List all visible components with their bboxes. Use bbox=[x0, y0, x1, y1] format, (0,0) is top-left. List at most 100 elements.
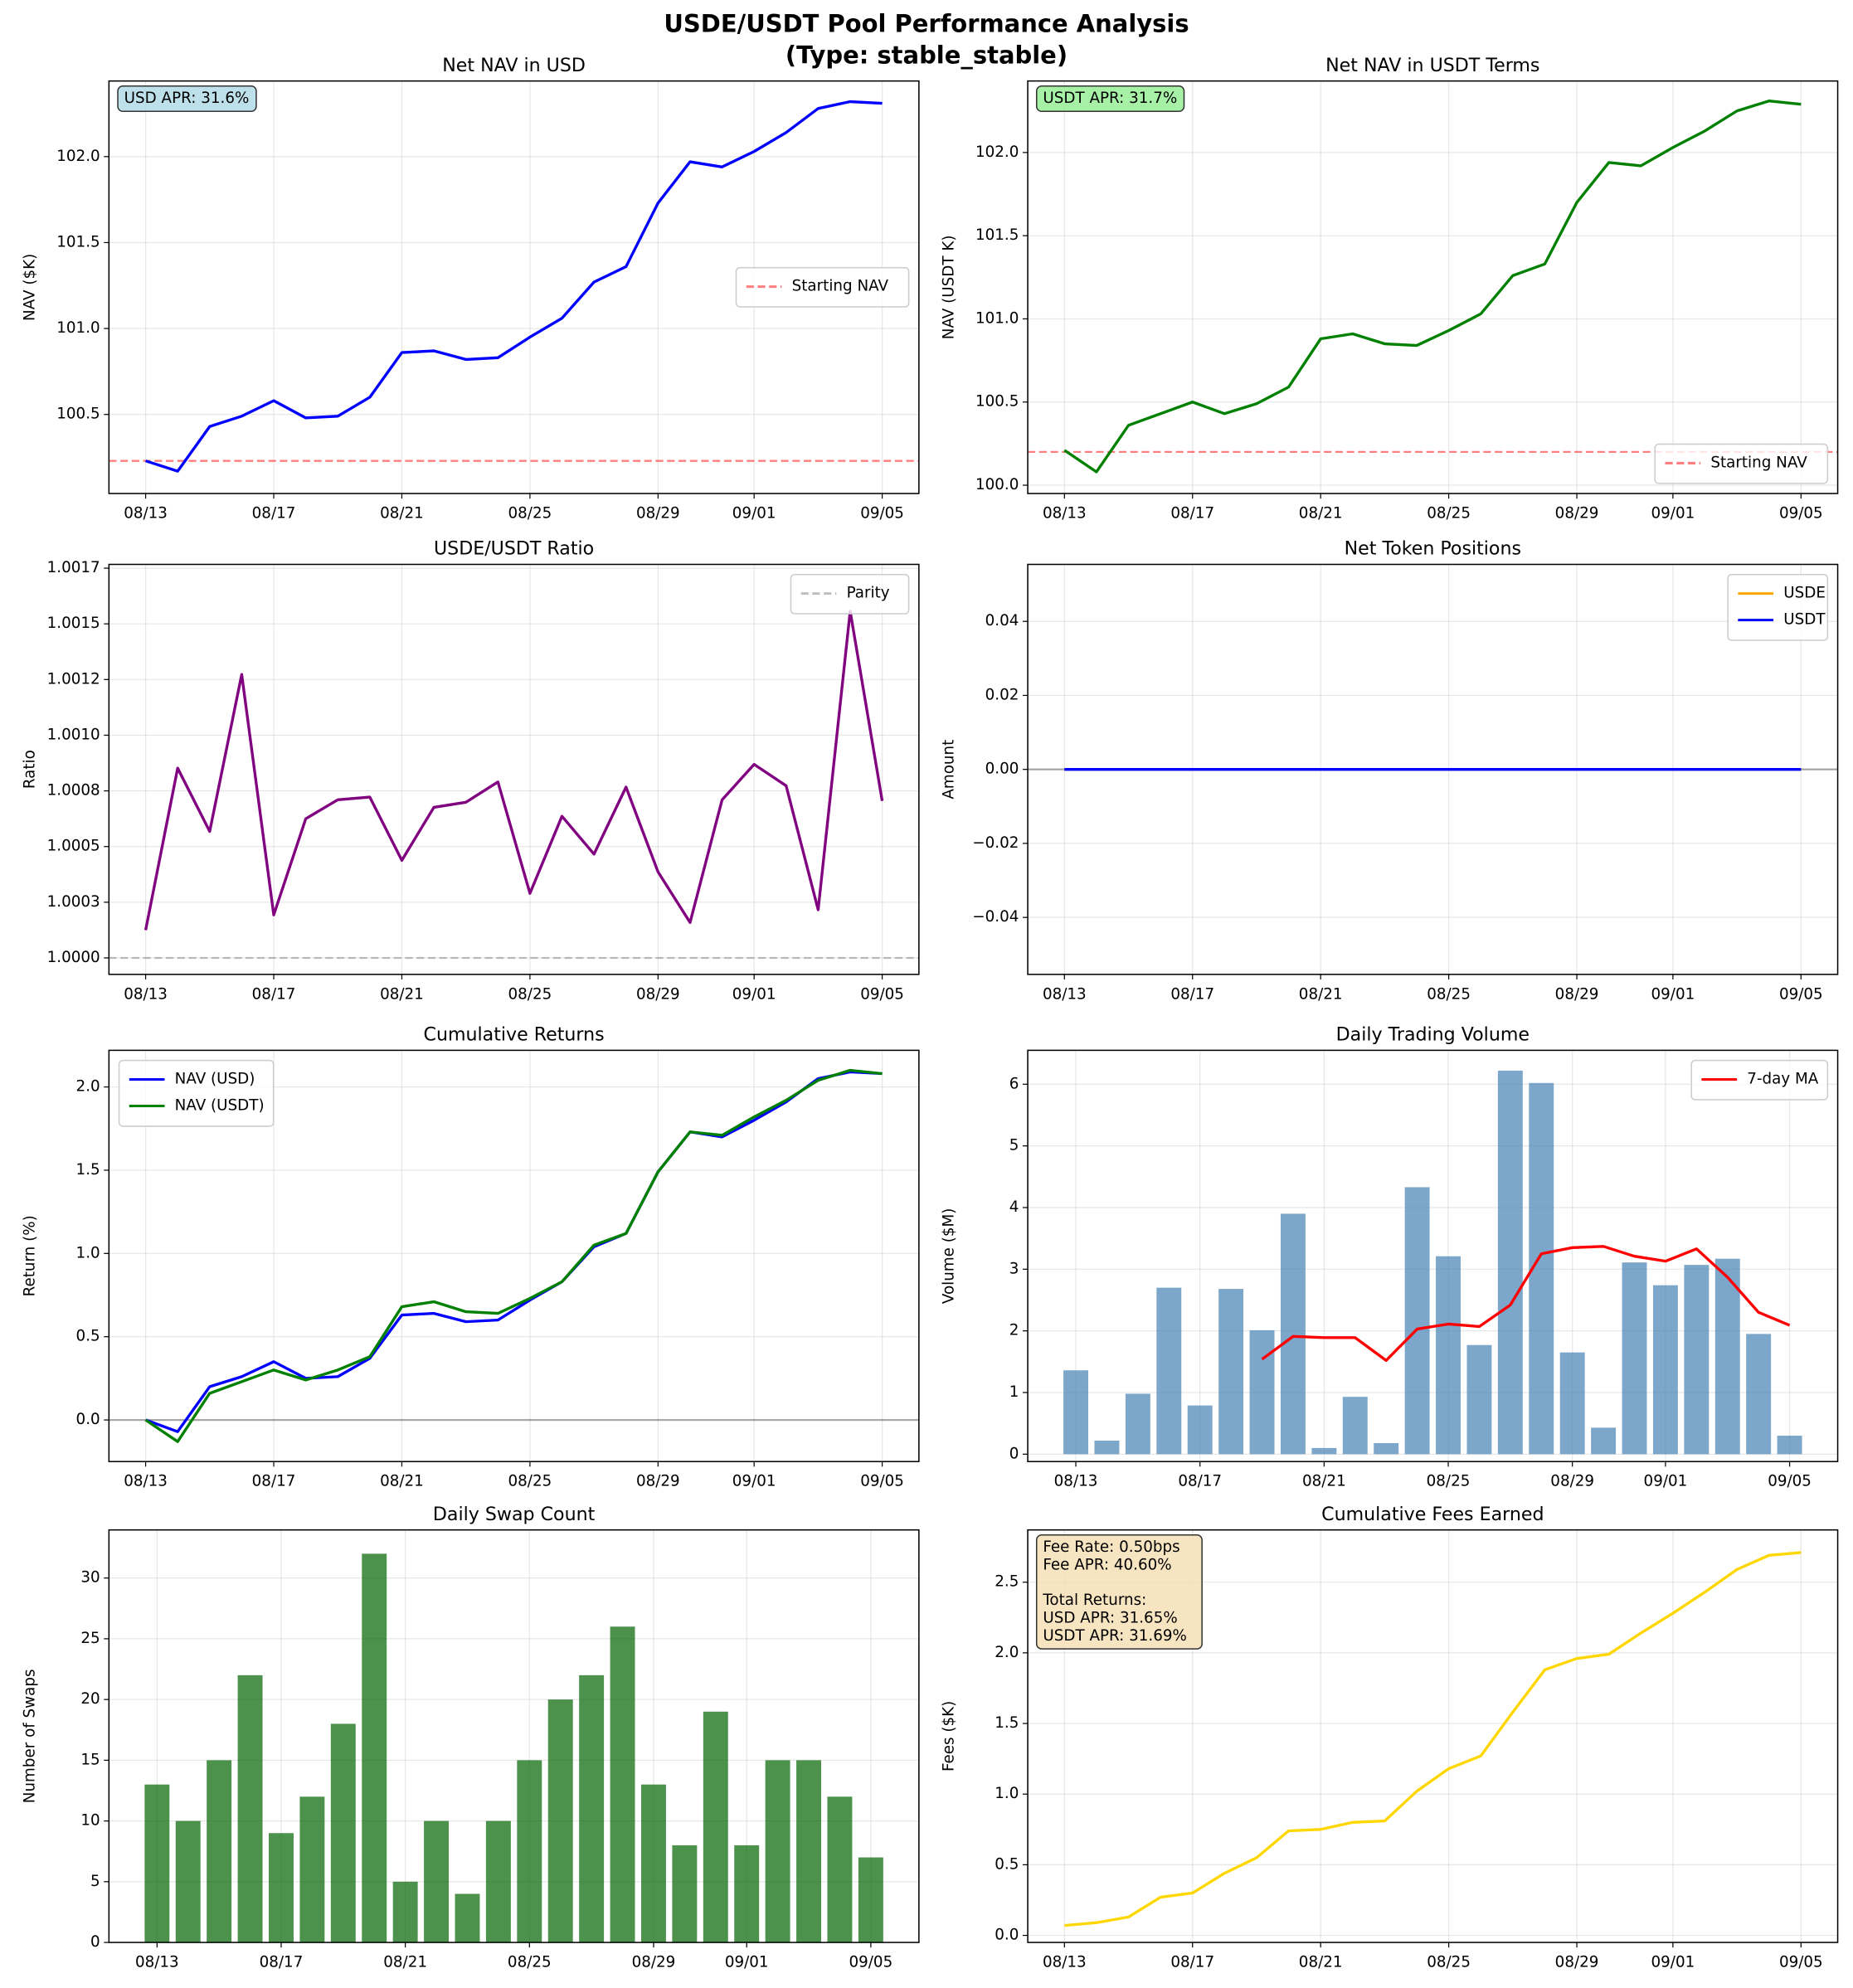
plot-area bbox=[144, 1553, 883, 1943]
x-tick-label: 08/29 bbox=[1555, 985, 1599, 1003]
subplot-title: Net Token Positions bbox=[1345, 538, 1521, 560]
x-tick-label: 08/21 bbox=[1299, 1953, 1343, 1971]
x-tick-label: 08/29 bbox=[632, 1953, 676, 1971]
y-tick-label: 30 bbox=[80, 1569, 100, 1587]
x-tick-label: 08/17 bbox=[252, 504, 296, 522]
bar bbox=[330, 1723, 356, 1943]
bar bbox=[1249, 1329, 1275, 1455]
x-tick-label: 08/13 bbox=[135, 1953, 179, 1971]
data-line bbox=[145, 1070, 883, 1433]
y-tick-label: 10 bbox=[80, 1812, 100, 1830]
y-tick-label: 101.0 bbox=[975, 309, 1019, 327]
y-axis-label: NAV ($K) bbox=[22, 254, 39, 321]
y-tick-label: 0.0 bbox=[76, 1411, 100, 1428]
x-tick-label: 08/17 bbox=[1178, 1473, 1222, 1490]
bar bbox=[1280, 1213, 1306, 1455]
x-tick-label: 08/21 bbox=[380, 1473, 424, 1490]
y-tick-label: 0.0 bbox=[995, 1927, 1019, 1944]
y-tick-label: 3 bbox=[1009, 1260, 1019, 1277]
x-tick-label: 09/01 bbox=[1651, 1953, 1695, 1971]
x-tick-label: 09/05 bbox=[1779, 985, 1823, 1003]
y-tick-label: 5 bbox=[1009, 1137, 1019, 1154]
y-tick-label: 1 bbox=[1009, 1383, 1019, 1401]
y-axis-label: Volume ($M) bbox=[940, 1208, 957, 1305]
subplot-title: Cumulative Returns bbox=[424, 1024, 605, 1046]
legend-label: NAV (USD) bbox=[175, 1070, 255, 1087]
bar bbox=[144, 1784, 170, 1943]
y-tick-label: 0 bbox=[90, 1933, 100, 1951]
y-tick-label: 0.04 bbox=[985, 612, 1019, 629]
axes-frame bbox=[1027, 1529, 1839, 1943]
bar bbox=[1063, 1370, 1089, 1455]
plot-area bbox=[109, 610, 919, 960]
y-tick-label: 25 bbox=[80, 1630, 100, 1647]
bar bbox=[1684, 1265, 1710, 1455]
y-tick-label: 101.5 bbox=[56, 233, 100, 250]
x-tick-label: 08/21 bbox=[383, 1953, 427, 1971]
y-tick-label: 5 bbox=[90, 1873, 100, 1890]
x-tick-label: 08/21 bbox=[380, 504, 424, 522]
subplot: USDE/USDT Ratio Ratio 1.0000 1.0003 1.0005 1.… bbox=[22, 538, 920, 1003]
bar bbox=[424, 1820, 450, 1943]
bar bbox=[765, 1760, 790, 1943]
legend-label: Starting NAV bbox=[792, 278, 889, 295]
bar bbox=[1591, 1427, 1617, 1455]
bar bbox=[703, 1711, 728, 1943]
axes-frame bbox=[1027, 563, 1839, 975]
subplot-title: Daily Trading Volume bbox=[1336, 1024, 1530, 1046]
bar bbox=[672, 1845, 698, 1943]
x-tick-label: 08/17 bbox=[1170, 1953, 1214, 1971]
y-tick-label: 101.5 bbox=[975, 226, 1019, 244]
axes-frame bbox=[1027, 1049, 1839, 1463]
y-axis-label: Fees ($K) bbox=[940, 1701, 957, 1772]
x-tick-label: 08/13 bbox=[124, 1473, 168, 1490]
legend: Parity bbox=[790, 573, 910, 615]
y-axis-label: Amount bbox=[940, 740, 957, 800]
x-tick-label: 09/05 bbox=[860, 985, 904, 1003]
y-tick-label: 0.5 bbox=[76, 1328, 100, 1345]
axes-frame bbox=[108, 1049, 920, 1463]
x-tick-label: 08/29 bbox=[636, 985, 680, 1003]
subplot: Net Token Positions Amount −0.04 −0.02 0.00 0… bbox=[940, 538, 1839, 1003]
bar bbox=[1466, 1344, 1492, 1455]
annotation-text: USDT APR: 31.69% bbox=[1043, 1627, 1187, 1645]
bar bbox=[175, 1820, 201, 1943]
x-tick-label: 08/29 bbox=[1555, 1953, 1599, 1971]
y-tick-label: 1.0012 bbox=[47, 670, 100, 688]
legend: Starting NAV bbox=[735, 266, 910, 308]
y-tick-label: 1.0015 bbox=[47, 615, 100, 632]
legend: USDE USDT bbox=[1727, 573, 1829, 641]
x-tick-label: 08/25 bbox=[508, 504, 552, 522]
x-tick-label: 08/13 bbox=[1043, 985, 1087, 1003]
y-axis-label: NAV (USDT K) bbox=[940, 235, 957, 339]
x-tick-label: 09/01 bbox=[732, 985, 776, 1003]
y-tick-label: 101.0 bbox=[56, 319, 100, 337]
annotation-box bbox=[117, 85, 257, 113]
x-tick-label: 09/05 bbox=[849, 1953, 892, 1971]
x-tick-label: 08/25 bbox=[1427, 1953, 1471, 1971]
plot-area bbox=[109, 100, 919, 473]
subplot-title: Cumulative Fees Earned bbox=[1321, 1504, 1544, 1525]
x-tick-label: 08/25 bbox=[508, 1473, 552, 1490]
subplot: Daily Trading Volume Volume ($M) 0 1 2 3 4 5 6 08… bbox=[940, 1024, 1839, 1490]
x-tick-label: 08/25 bbox=[508, 985, 552, 1003]
y-tick-label: 1.5 bbox=[76, 1161, 100, 1179]
legend-label: Parity bbox=[847, 585, 890, 602]
y-tick-label: 0.5 bbox=[995, 1855, 1019, 1873]
y-tick-label: 2.0 bbox=[76, 1078, 100, 1096]
annotation-text: USD APR: 31.65% bbox=[1043, 1609, 1177, 1626]
x-tick-label: 08/13 bbox=[1043, 504, 1087, 522]
x-tick-label: 09/01 bbox=[732, 504, 776, 522]
bar bbox=[1777, 1436, 1802, 1455]
bar bbox=[1156, 1287, 1182, 1455]
bar bbox=[579, 1674, 605, 1943]
legend-box bbox=[1727, 573, 1829, 641]
y-tick-label: 0.00 bbox=[985, 761, 1019, 778]
data-line bbox=[1064, 1551, 1802, 1927]
plot-area bbox=[1063, 1070, 1802, 1455]
plot-area bbox=[109, 1068, 919, 1443]
subplot-title: USDE/USDT Ratio bbox=[434, 538, 594, 560]
bar bbox=[1746, 1334, 1772, 1455]
